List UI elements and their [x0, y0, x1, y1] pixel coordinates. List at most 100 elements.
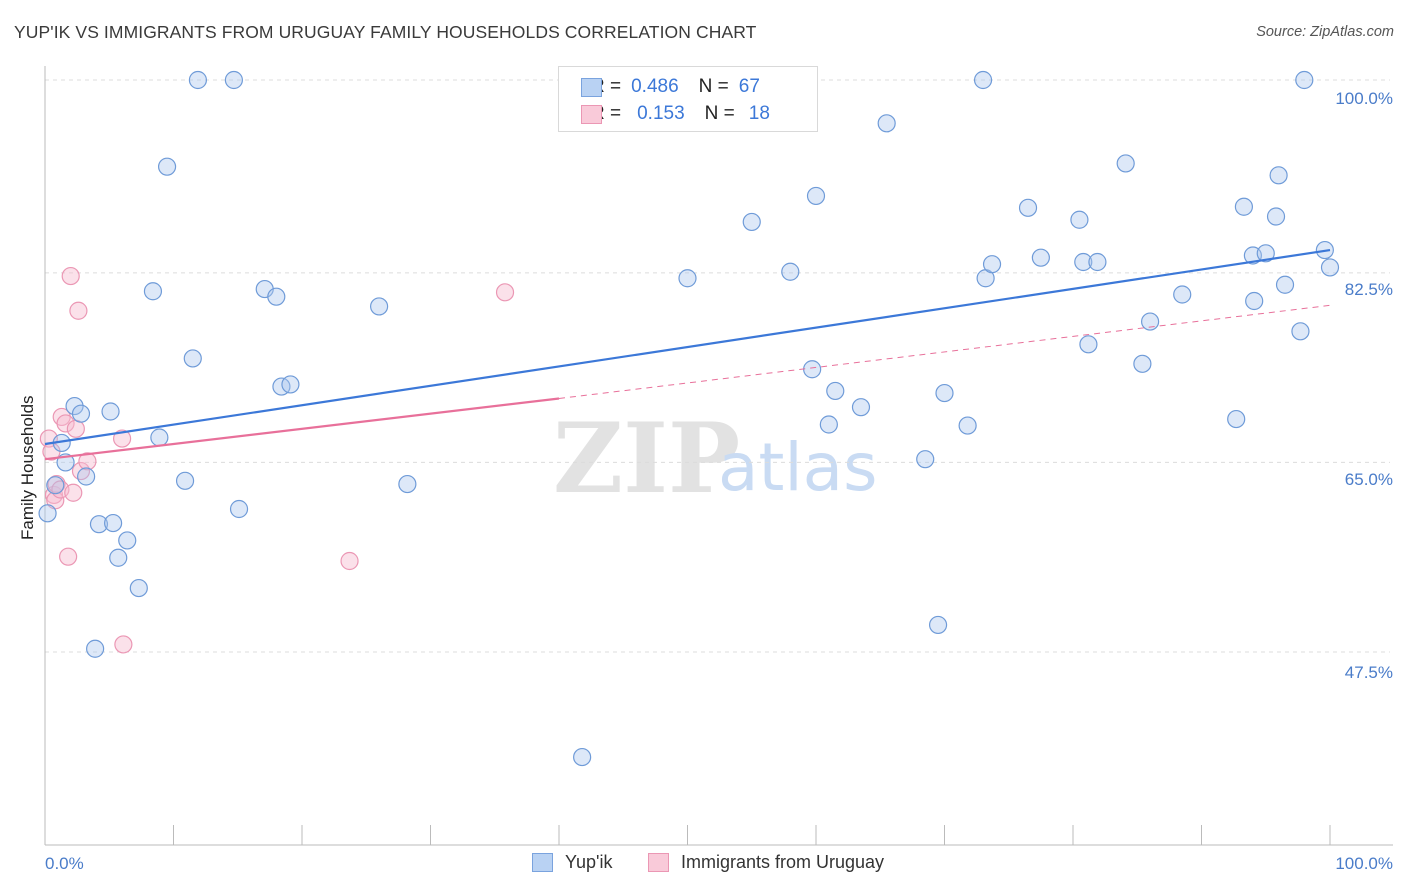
data-point-yupik: [86, 639, 105, 658]
data-point-yupik: [1173, 285, 1192, 304]
data-point-yupik: [1266, 207, 1286, 226]
legend-r-value: 0.486: [631, 76, 679, 97]
chart-title: YUP'IK VS IMMIGRANTS FROM URUGUAY FAMILY…: [14, 22, 757, 42]
data-point-uruguay: [495, 283, 515, 302]
data-point-yupik: [916, 450, 935, 469]
data-point-uruguay: [66, 419, 85, 438]
data-point-yupik: [1018, 198, 1038, 217]
source-label: Source: ZipAtlas.com: [1256, 24, 1394, 40]
data-point-yupik: [806, 186, 826, 206]
data-point-yupik: [1070, 210, 1089, 229]
data-point-yupik: [38, 504, 57, 523]
data-point-yupik: [573, 747, 592, 767]
data-point-uruguay: [69, 301, 88, 320]
data-point-yupik: [877, 114, 896, 133]
legend-n-value: 18: [748, 103, 770, 124]
data-point-yupik: [1234, 197, 1254, 216]
y-tick-label: 100.0%: [1335, 89, 1393, 108]
legend-item-uruguay: Immigrants from Uruguay: [648, 852, 884, 873]
data-point-yupik: [1320, 258, 1340, 277]
legend-r-value: 0.153: [637, 103, 685, 124]
data-point-yupik: [101, 402, 120, 421]
data-point-uruguay: [114, 635, 133, 654]
legend-n-label: N =: [704, 103, 735, 124]
data-point-uruguay: [340, 551, 359, 571]
data-point-yupik: [958, 416, 977, 435]
legend-swatch-blue: [581, 78, 602, 97]
stats-legend: R = 0.486 N = 67 R = 0.153 N = 18: [558, 66, 818, 132]
data-point-yupik: [781, 262, 800, 281]
data-point-yupik: [1245, 291, 1264, 311]
data-point-yupik: [1088, 252, 1107, 272]
legend-n-label: N =: [698, 76, 729, 97]
legend-swatch-blue: [532, 853, 553, 872]
data-point-yupik: [1074, 252, 1093, 272]
data-point-yupik: [1256, 244, 1275, 263]
data-point-yupik: [46, 476, 65, 495]
data-point-yupik: [1140, 312, 1160, 331]
data-point-yupik: [678, 269, 697, 288]
data-point-yupik: [157, 157, 177, 176]
data-point-yupik: [1295, 70, 1314, 90]
data-point-yupik: [928, 615, 948, 635]
data-point-yupik: [267, 287, 286, 306]
legend-row-uruguay: R = 0.153 N = 18: [581, 101, 770, 127]
data-point-yupik: [1079, 335, 1098, 354]
legend-row-yupik: R = 0.486 N = 67: [581, 74, 760, 100]
data-point-yupik: [77, 467, 96, 486]
data-point-yupik: [1031, 248, 1050, 267]
data-point-uruguay: [64, 483, 83, 502]
data-point-yupik: [281, 375, 300, 394]
data-point-yupik: [1227, 409, 1246, 429]
y-tick-label: 82.5%: [1345, 280, 1393, 299]
data-point-yupik: [803, 360, 822, 379]
data-point-yupik: [104, 513, 123, 533]
watermark-atlas: atlas: [718, 429, 878, 506]
data-point-yupik: [826, 381, 845, 401]
legend-swatch-pink: [648, 853, 669, 872]
data-point-yupik: [1291, 322, 1310, 341]
data-point-yupik: [188, 70, 208, 90]
data-point-yupik: [370, 297, 389, 316]
legend-label-yupik: Yup'ik: [565, 852, 613, 872]
data-point-yupik: [1275, 275, 1295, 294]
data-point-yupik: [398, 474, 417, 494]
trendline-uruguay-extension: [558, 304, 1331, 399]
data-point-yupik: [71, 404, 91, 423]
data-point-uruguay: [59, 547, 78, 566]
data-point-yupik: [89, 515, 109, 534]
trendline-uruguay: [44, 397, 560, 461]
data-point-yupik: [819, 415, 838, 434]
data-point-yupik: [175, 471, 195, 490]
data-point-yupik: [982, 255, 1002, 274]
data-point-uruguay: [78, 452, 97, 471]
data-point-uruguay: [61, 266, 80, 286]
data-point-uruguay: [56, 414, 75, 433]
data-point-yupik: [229, 499, 249, 519]
x-tick-label: 0.0%: [45, 854, 84, 873]
legend-label-uruguay: Immigrants from Uruguay: [681, 852, 885, 872]
data-point-yupik: [150, 428, 169, 447]
x-tick-label: 100.0%: [1335, 854, 1393, 873]
data-point-yupik: [65, 396, 84, 416]
data-point-yupik: [851, 398, 871, 417]
data-point-yupik: [935, 383, 954, 403]
data-point-yupik: [224, 70, 243, 90]
legend-item-yupik: Yup'ik: [532, 852, 612, 873]
data-point-uruguay: [112, 429, 132, 448]
y-tick-label: 65.0%: [1345, 470, 1393, 489]
data-point-uruguay: [71, 461, 91, 481]
data-point-yupik: [1133, 354, 1152, 373]
data-point-yupik: [1269, 166, 1288, 185]
y-tick-label: 47.5%: [1345, 663, 1393, 682]
data-point-yupik: [1116, 154, 1135, 173]
data-point-yupik: [109, 548, 128, 567]
data-point-yupik: [742, 212, 761, 232]
legend-swatch-pink: [581, 105, 602, 124]
data-point-yupik: [129, 578, 148, 598]
legend-n-value: 67: [738, 76, 760, 97]
data-point-yupik: [118, 531, 137, 550]
trendline-yupik: [44, 248, 1331, 446]
watermark-zip: ZIP: [553, 402, 740, 515]
